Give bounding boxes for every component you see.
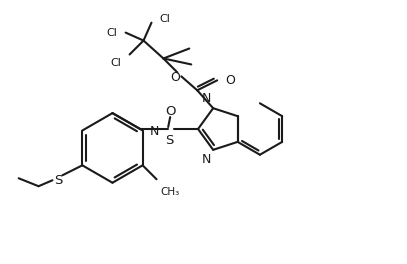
Text: Cl: Cl: [160, 14, 170, 24]
Text: CH₃: CH₃: [160, 187, 180, 197]
Text: N: N: [150, 125, 159, 138]
Text: S: S: [165, 134, 173, 147]
Text: S: S: [54, 174, 63, 187]
Text: O: O: [171, 71, 180, 84]
Text: N: N: [202, 153, 211, 166]
Text: O: O: [165, 105, 175, 117]
Text: N: N: [202, 92, 211, 105]
Text: O: O: [225, 74, 235, 87]
Text: Cl: Cl: [111, 58, 122, 68]
Text: Cl: Cl: [107, 28, 118, 37]
